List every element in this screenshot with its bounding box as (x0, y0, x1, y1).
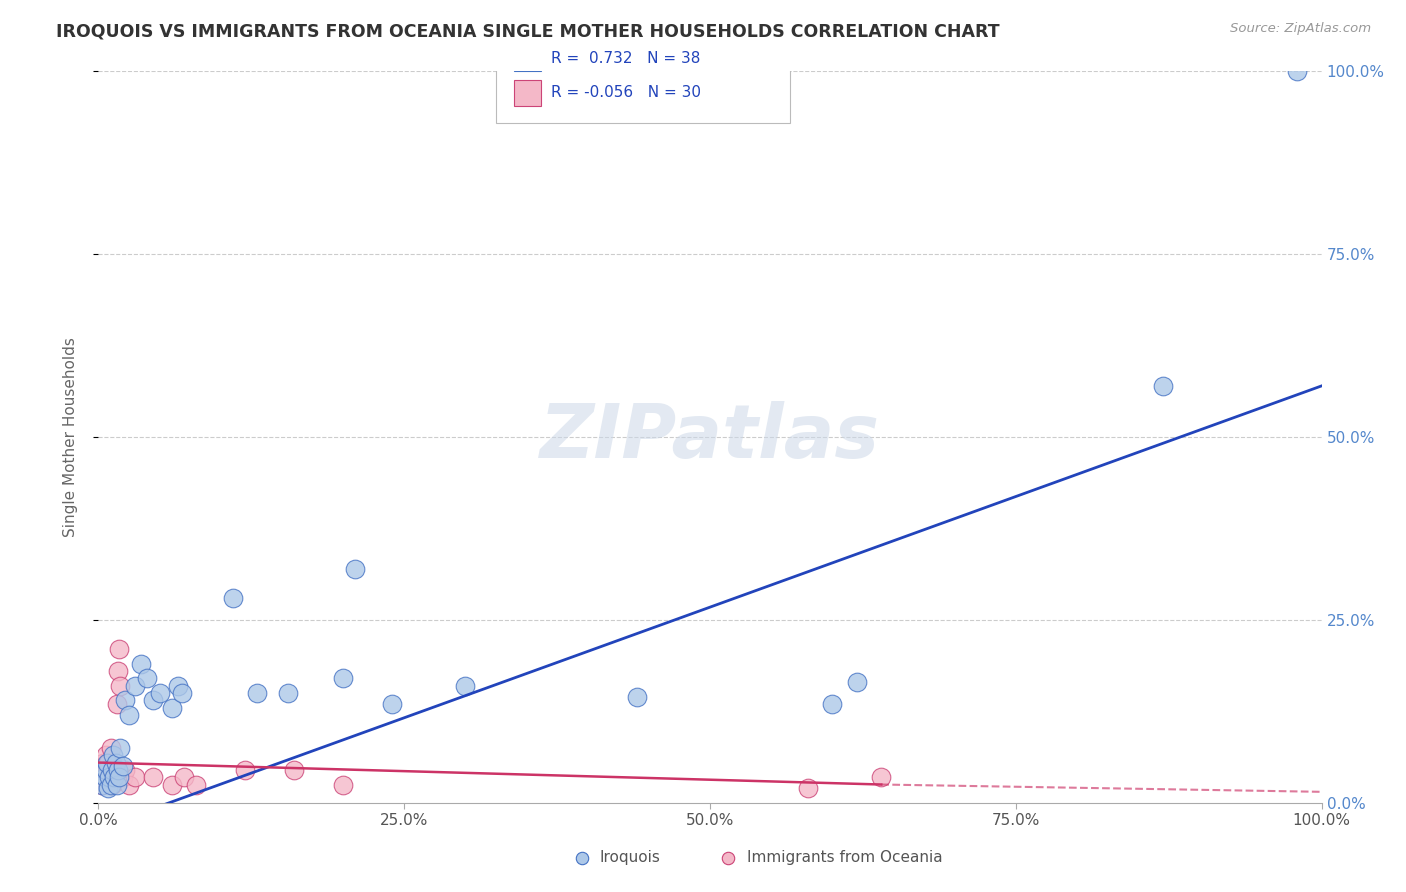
Point (104, 756, 127, 770)
Point (93, 797, 115, 811)
Point (136, 672, 159, 686)
Point (93, 770, 115, 784)
Point (94, 748, 117, 763)
Point (344, 562, 367, 576)
Point (246, 686, 269, 700)
Point (89, 770, 111, 784)
Point (454, 679, 477, 693)
Point (90, 763, 112, 777)
Point (1152, 379, 1174, 393)
Point (101, 763, 124, 777)
Point (97, 756, 120, 770)
Point (142, 770, 165, 784)
FancyBboxPatch shape (496, 31, 790, 122)
Point (222, 591, 245, 605)
Text: Source: ZipAtlas.com: Source: ZipAtlas.com (1230, 22, 1371, 36)
Point (129, 657, 152, 671)
Point (101, 748, 124, 763)
Text: IROQUOIS VS IMMIGRANTS FROM OCEANIA SINGLE MOTHER HOUSEHOLDS CORRELATION CHART: IROQUOIS VS IMMIGRANTS FROM OCEANIA SING… (56, 22, 1000, 40)
Point (186, 777, 208, 792)
Point (111, 770, 134, 784)
Text: R = -0.056   N = 30: R = -0.056 N = 30 (551, 85, 702, 100)
Point (332, 777, 354, 792)
Point (114, 763, 136, 777)
Point (105, 777, 128, 792)
Point (98, 770, 121, 784)
Point (103, 770, 125, 784)
FancyBboxPatch shape (515, 80, 541, 106)
Point (870, 770, 893, 784)
Point (118, 708, 141, 723)
Point (101, 763, 124, 777)
Point (1286, 64, 1309, 78)
Point (97, 781, 120, 796)
Point (100, 740, 122, 755)
Point (142, 693, 165, 707)
Point (124, 679, 146, 693)
Point (91, 756, 114, 770)
Point (124, 770, 146, 784)
Point (101, 777, 124, 792)
Point (160, 700, 183, 714)
FancyBboxPatch shape (515, 45, 541, 71)
Point (108, 642, 131, 657)
Point (160, 777, 183, 792)
Point (110, 679, 132, 693)
Point (111, 759, 134, 773)
Point (821, 697, 844, 711)
Point (107, 664, 129, 678)
Point (96, 763, 118, 777)
Point (233, 763, 256, 777)
Point (797, 781, 820, 796)
Point (845, 675, 868, 690)
Point (100, 777, 122, 792)
Point (332, 672, 354, 686)
Point (105, 697, 128, 711)
Point (103, 770, 125, 784)
Point (277, 686, 299, 700)
Text: R =  0.732   N = 38: R = 0.732 N = 38 (551, 51, 700, 66)
Text: Iroquois: Iroquois (600, 850, 661, 865)
Point (381, 697, 404, 711)
Point (91, 777, 114, 792)
Point (91, 797, 114, 811)
Point (94, 763, 117, 777)
Point (108, 770, 131, 784)
Point (91, 777, 114, 792)
Point (173, 770, 195, 784)
Point (107, 763, 129, 777)
Point (167, 679, 190, 693)
Point (110, 740, 132, 755)
Point (149, 686, 172, 700)
Point (283, 763, 305, 777)
Point (96, 756, 118, 770)
Text: ZIPatlas: ZIPatlas (540, 401, 880, 474)
Text: Immigrants from Oceania: Immigrants from Oceania (747, 850, 942, 865)
Point (170, 686, 193, 700)
Point (118, 777, 141, 792)
Point (114, 693, 136, 707)
Point (93, 770, 115, 784)
Point (98, 770, 121, 784)
Point (626, 690, 648, 704)
Y-axis label: Single Mother Households: Single Mother Households (63, 337, 77, 537)
